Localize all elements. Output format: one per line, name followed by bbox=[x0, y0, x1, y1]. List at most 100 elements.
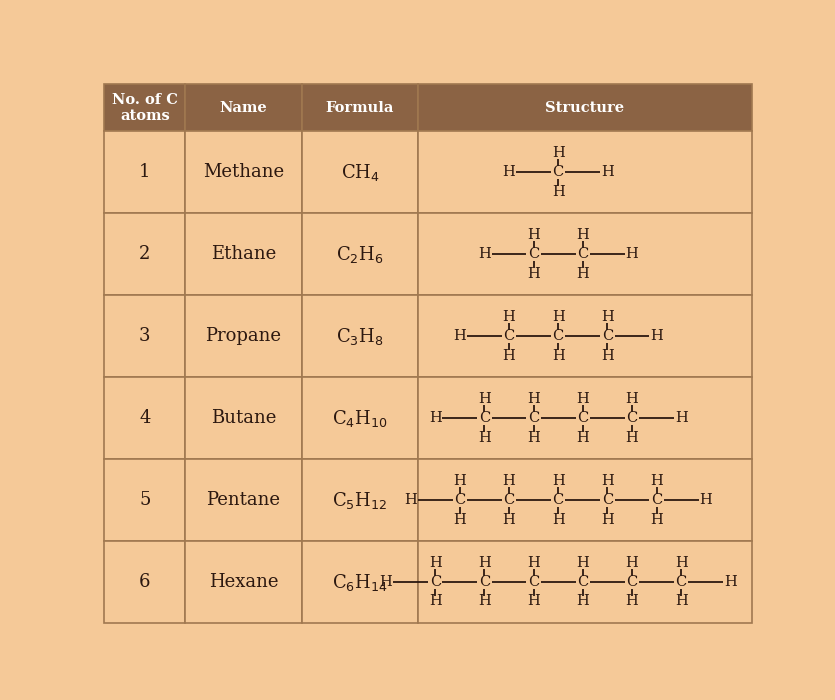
Text: C: C bbox=[528, 411, 539, 425]
Text: C$_4$H$_{10}$: C$_4$H$_{10}$ bbox=[332, 407, 387, 428]
Bar bbox=[185, 459, 301, 541]
Text: H: H bbox=[625, 247, 638, 261]
Text: 3: 3 bbox=[139, 328, 150, 345]
Bar bbox=[185, 84, 301, 132]
Text: H: H bbox=[601, 165, 614, 179]
Text: C: C bbox=[626, 411, 638, 425]
Text: C: C bbox=[602, 493, 613, 507]
Text: 1: 1 bbox=[139, 163, 150, 181]
Bar bbox=[418, 214, 752, 295]
Bar bbox=[104, 84, 185, 132]
Bar bbox=[418, 377, 752, 459]
Text: C: C bbox=[454, 493, 465, 507]
Bar bbox=[104, 377, 185, 459]
Text: H: H bbox=[478, 556, 491, 570]
Text: H: H bbox=[478, 392, 491, 406]
Text: Formula: Formula bbox=[326, 101, 394, 115]
Bar bbox=[301, 132, 418, 214]
Text: H: H bbox=[552, 185, 564, 199]
Text: C: C bbox=[528, 575, 539, 589]
Bar bbox=[301, 84, 418, 132]
Text: H: H bbox=[650, 512, 663, 526]
Text: H: H bbox=[453, 474, 466, 488]
Text: H: H bbox=[527, 392, 540, 406]
Text: 6: 6 bbox=[139, 573, 150, 591]
Text: H: H bbox=[503, 512, 515, 526]
Text: H: H bbox=[601, 349, 614, 363]
Text: H: H bbox=[576, 430, 590, 444]
Text: H: H bbox=[724, 575, 736, 589]
Text: H: H bbox=[404, 493, 417, 507]
Text: H: H bbox=[576, 556, 590, 570]
Text: C: C bbox=[577, 575, 589, 589]
Text: Pentane: Pentane bbox=[206, 491, 281, 509]
Bar bbox=[104, 541, 185, 623]
Text: H: H bbox=[576, 392, 590, 406]
Bar bbox=[301, 541, 418, 623]
Text: H: H bbox=[453, 329, 466, 343]
Bar bbox=[104, 459, 185, 541]
Text: H: H bbox=[700, 493, 712, 507]
Text: H: H bbox=[503, 310, 515, 324]
Bar bbox=[301, 214, 418, 295]
Text: H: H bbox=[429, 411, 442, 425]
Text: 5: 5 bbox=[139, 491, 150, 509]
Bar bbox=[104, 295, 185, 377]
Text: H: H bbox=[478, 594, 491, 608]
Text: C: C bbox=[553, 493, 564, 507]
Text: C: C bbox=[651, 493, 662, 507]
Text: H: H bbox=[552, 146, 564, 160]
Bar bbox=[301, 459, 418, 541]
Text: H: H bbox=[675, 411, 687, 425]
Text: Methane: Methane bbox=[203, 163, 284, 181]
Text: Structure: Structure bbox=[545, 101, 625, 115]
Text: H: H bbox=[429, 594, 442, 608]
Text: H: H bbox=[625, 430, 638, 444]
Text: C: C bbox=[626, 575, 638, 589]
Text: H: H bbox=[552, 474, 564, 488]
Text: H: H bbox=[527, 556, 540, 570]
Text: H: H bbox=[601, 474, 614, 488]
Text: C$_2$H$_6$: C$_2$H$_6$ bbox=[337, 244, 384, 265]
Text: Ethane: Ethane bbox=[211, 245, 276, 263]
Text: H: H bbox=[552, 310, 564, 324]
Text: C: C bbox=[478, 411, 490, 425]
Text: Propane: Propane bbox=[205, 328, 281, 345]
Text: C: C bbox=[528, 247, 539, 261]
Text: C: C bbox=[602, 329, 613, 343]
Text: H: H bbox=[429, 556, 442, 570]
Text: H: H bbox=[503, 349, 515, 363]
Text: Name: Name bbox=[220, 101, 267, 115]
Text: C: C bbox=[577, 247, 589, 261]
Text: H: H bbox=[552, 512, 564, 526]
Text: C$_3$H$_8$: C$_3$H$_8$ bbox=[337, 326, 384, 346]
Bar bbox=[418, 132, 752, 214]
Text: H: H bbox=[527, 267, 540, 281]
Bar bbox=[301, 377, 418, 459]
Bar bbox=[104, 214, 185, 295]
Text: Butane: Butane bbox=[210, 410, 276, 427]
Bar bbox=[418, 541, 752, 623]
Text: C: C bbox=[577, 411, 589, 425]
Text: C: C bbox=[504, 493, 514, 507]
Bar bbox=[418, 295, 752, 377]
Text: Hexane: Hexane bbox=[209, 573, 278, 591]
Text: H: H bbox=[576, 594, 590, 608]
Text: C$_5$H$_{12}$: C$_5$H$_{12}$ bbox=[332, 489, 387, 510]
Bar bbox=[418, 84, 752, 132]
Text: H: H bbox=[527, 594, 540, 608]
Text: H: H bbox=[527, 228, 540, 242]
Text: C: C bbox=[430, 575, 441, 589]
Bar bbox=[185, 541, 301, 623]
Text: 2: 2 bbox=[139, 245, 150, 263]
Text: H: H bbox=[625, 594, 638, 608]
Text: CH$_4$: CH$_4$ bbox=[341, 162, 379, 183]
Text: H: H bbox=[625, 392, 638, 406]
Text: C: C bbox=[478, 575, 490, 589]
Bar bbox=[185, 214, 301, 295]
Text: No. of C
atoms: No. of C atoms bbox=[112, 92, 178, 122]
Text: H: H bbox=[675, 594, 687, 608]
Text: H: H bbox=[650, 474, 663, 488]
Text: H: H bbox=[453, 512, 466, 526]
Text: H: H bbox=[576, 267, 590, 281]
